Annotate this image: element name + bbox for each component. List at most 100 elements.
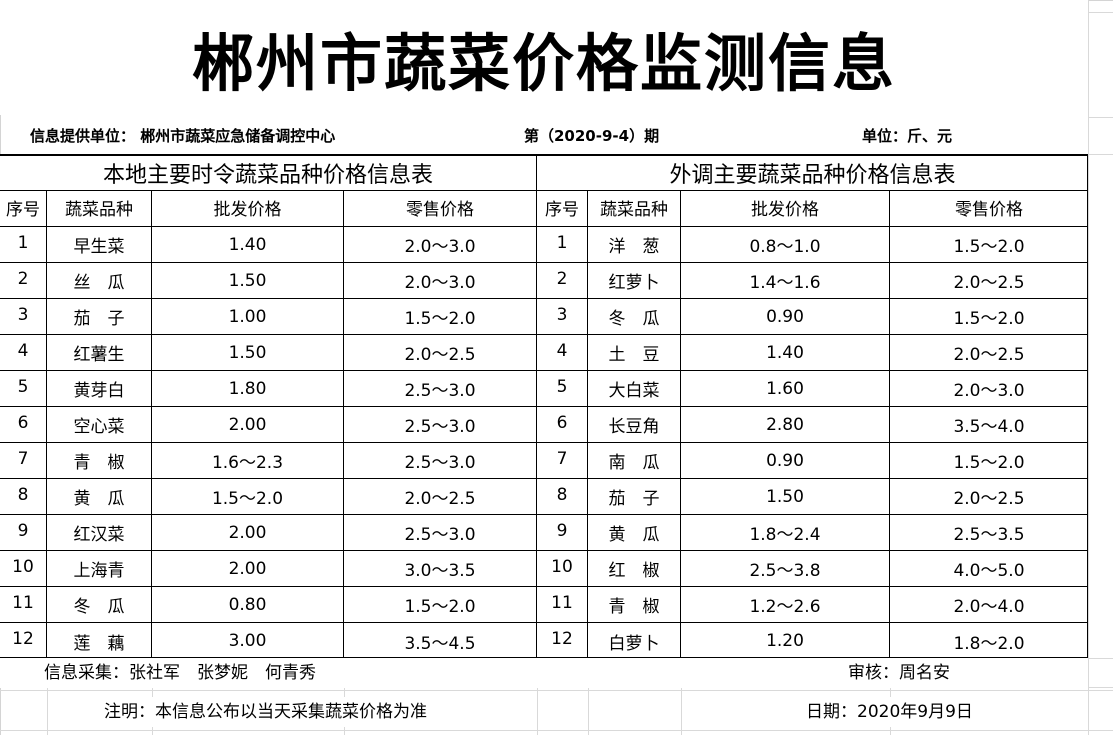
local-table-title: 本地主要时令蔬菜品种价格信息表 — [0, 156, 537, 191]
imported-row-6-seq: 6 — [537, 407, 588, 443]
local-row-12-wholesale-price: 3.00 — [152, 623, 344, 659]
info-provider: 信息提供单位： 郴州市蔬菜应急储备调控中心 — [30, 118, 336, 154]
imported-row-11-seq: 11 — [537, 587, 588, 623]
imported-row-7-retail-price: 1.5～2.0 — [890, 443, 1088, 479]
imported-row-5-wholesale-price: 1.60 — [681, 371, 890, 407]
imported-row-6-retail-price: 3.5～4.0 — [890, 407, 1088, 443]
local-row-11-seq: 11 — [0, 587, 47, 623]
imported-row-1-seq: 1 — [537, 227, 588, 263]
imported-row-5-seq: 5 — [537, 371, 588, 407]
imported-header-retail-price: 零售价格 — [890, 191, 1088, 227]
local-row-9-seq: 9 — [0, 515, 47, 551]
imported-row-1-retail-price: 1.5～2.0 — [890, 227, 1088, 263]
local-row-12-seq: 12 — [0, 623, 47, 659]
local-row-8-vegetable: 黄 瓜 — [47, 479, 152, 515]
local-header-seq: 序号 — [0, 191, 47, 227]
local-row-3-seq: 3 — [0, 299, 47, 335]
imported-table-title: 外调主要蔬菜品种价格信息表 — [537, 156, 1088, 191]
imported-row-2-wholesale-price: 1.4～1.6 — [681, 263, 890, 299]
local-row-5-vegetable: 黄芽白 — [47, 371, 152, 407]
imported-header-vegetable: 蔬菜品种 — [588, 191, 681, 227]
local-row-11-vegetable: 冬 瓜 — [47, 587, 152, 623]
page-title: 郴州市蔬菜价格监测信息 — [0, 0, 1088, 115]
imported-row-2-retail-price: 2.0～2.5 — [890, 263, 1088, 299]
imported-row-3-seq: 3 — [537, 299, 588, 335]
note: 注明：本信息公布以当天采集蔬菜价格为准 — [104, 697, 427, 727]
local-row-7-vegetable: 青 椒 — [47, 443, 152, 479]
imported-row-7-vegetable: 南 瓜 — [588, 443, 681, 479]
local-header-retail-price: 零售价格 — [344, 191, 537, 227]
local-row-4-retail-price: 2.0～2.5 — [344, 335, 537, 371]
imported-row-6-wholesale-price: 2.80 — [681, 407, 890, 443]
local-row-9-retail-price: 2.5～3.0 — [344, 515, 537, 551]
local-header-wholesale-price: 批发价格 — [152, 191, 344, 227]
imported-header-wholesale-price: 批发价格 — [681, 191, 890, 227]
local-row-5-seq: 5 — [0, 371, 47, 407]
local-row-12-vegetable: 莲 藕 — [47, 623, 152, 659]
imported-row-10-wholesale-price: 2.5～3.8 — [681, 551, 890, 587]
imported-row-3-retail-price: 1.5～2.0 — [890, 299, 1088, 335]
imported-row-6-vegetable: 长豆角 — [588, 407, 681, 443]
local-row-4-vegetable: 红薯生 — [47, 335, 152, 371]
imported-row-1-wholesale-price: 0.8～1.0 — [681, 227, 890, 263]
imported-row-7-seq: 7 — [537, 443, 588, 479]
imported-row-9-vegetable: 黄 瓜 — [588, 515, 681, 551]
local-row-1-seq: 1 — [0, 227, 47, 263]
local-row-10-vegetable: 上海青 — [47, 551, 152, 587]
imported-row-12-seq: 12 — [537, 623, 588, 659]
local-header-vegetable: 蔬菜品种 — [47, 191, 152, 227]
imported-row-5-vegetable: 大白菜 — [588, 371, 681, 407]
local-row-9-vegetable: 红汉菜 — [47, 515, 152, 551]
local-row-1-vegetable: 早生菜 — [47, 227, 152, 263]
local-row-6-vegetable: 空心菜 — [47, 407, 152, 443]
local-row-4-seq: 4 — [0, 335, 47, 371]
imported-row-4-vegetable: 土 豆 — [588, 335, 681, 371]
info-unit: 单位：斤、元 — [862, 118, 953, 154]
local-row-10-retail-price: 3.0～3.5 — [344, 551, 537, 587]
local-row-10-seq: 10 — [0, 551, 47, 587]
imported-row-8-vegetable: 茄 子 — [588, 479, 681, 515]
imported-row-9-retail-price: 2.5～3.5 — [890, 515, 1088, 551]
imported-header-seq: 序号 — [537, 191, 588, 227]
imported-row-3-wholesale-price: 0.90 — [681, 299, 890, 335]
imported-row-8-wholesale-price: 1.50 — [681, 479, 890, 515]
imported-row-11-wholesale-price: 1.2～2.6 — [681, 587, 890, 623]
imported-row-4-seq: 4 — [537, 335, 588, 371]
local-row-6-wholesale-price: 2.00 — [152, 407, 344, 443]
local-row-6-seq: 6 — [0, 407, 47, 443]
local-row-7-retail-price: 2.5～3.0 — [344, 443, 537, 479]
local-row-4-wholesale-price: 1.50 — [152, 335, 344, 371]
local-row-7-seq: 7 — [0, 443, 47, 479]
imported-row-5-retail-price: 2.0～3.0 — [890, 371, 1088, 407]
local-row-9-wholesale-price: 2.00 — [152, 515, 344, 551]
imported-row-10-seq: 10 — [537, 551, 588, 587]
imported-row-10-vegetable: 红 椒 — [588, 551, 681, 587]
imported-row-11-retail-price: 2.0～4.0 — [890, 587, 1088, 623]
local-row-1-retail-price: 2.0～3.0 — [344, 227, 537, 263]
imported-row-12-vegetable: 白萝卜 — [588, 623, 681, 659]
local-row-2-wholesale-price: 1.50 — [152, 263, 344, 299]
local-row-8-wholesale-price: 1.5～2.0 — [152, 479, 344, 515]
local-row-5-wholesale-price: 1.80 — [152, 371, 344, 407]
local-row-10-wholesale-price: 2.00 — [152, 551, 344, 587]
local-row-6-retail-price: 2.5～3.0 — [344, 407, 537, 443]
local-row-8-seq: 8 — [0, 479, 47, 515]
imported-row-8-seq: 8 — [537, 479, 588, 515]
local-row-11-wholesale-price: 0.80 — [152, 587, 344, 623]
local-row-2-vegetable: 丝 瓜 — [47, 263, 152, 299]
imported-row-4-wholesale-price: 1.40 — [681, 335, 890, 371]
local-row-8-retail-price: 2.0～2.5 — [344, 479, 537, 515]
imported-row-3-vegetable: 冬 瓜 — [588, 299, 681, 335]
local-row-2-seq: 2 — [0, 263, 47, 299]
local-row-2-retail-price: 2.0～3.0 — [344, 263, 537, 299]
local-row-3-vegetable: 茄 子 — [47, 299, 152, 335]
imported-row-11-vegetable: 青 椒 — [588, 587, 681, 623]
local-row-3-wholesale-price: 1.00 — [152, 299, 344, 335]
info-issue: 第（2020-9-4）期 — [524, 118, 660, 154]
imported-row-4-retail-price: 2.0～2.5 — [890, 335, 1088, 371]
imported-row-2-seq: 2 — [537, 263, 588, 299]
imported-row-12-wholesale-price: 1.20 — [681, 623, 890, 659]
price-table: 本地主要时令蔬菜品种价格信息表 序号 蔬菜品种 批发价格 零售价格 1 早生菜 1.40 2.0… — [0, 154, 1088, 659]
local-row-3-retail-price: 1.5～2.0 — [344, 299, 537, 335]
date: 日期：2020年9月9日 — [806, 697, 973, 727]
